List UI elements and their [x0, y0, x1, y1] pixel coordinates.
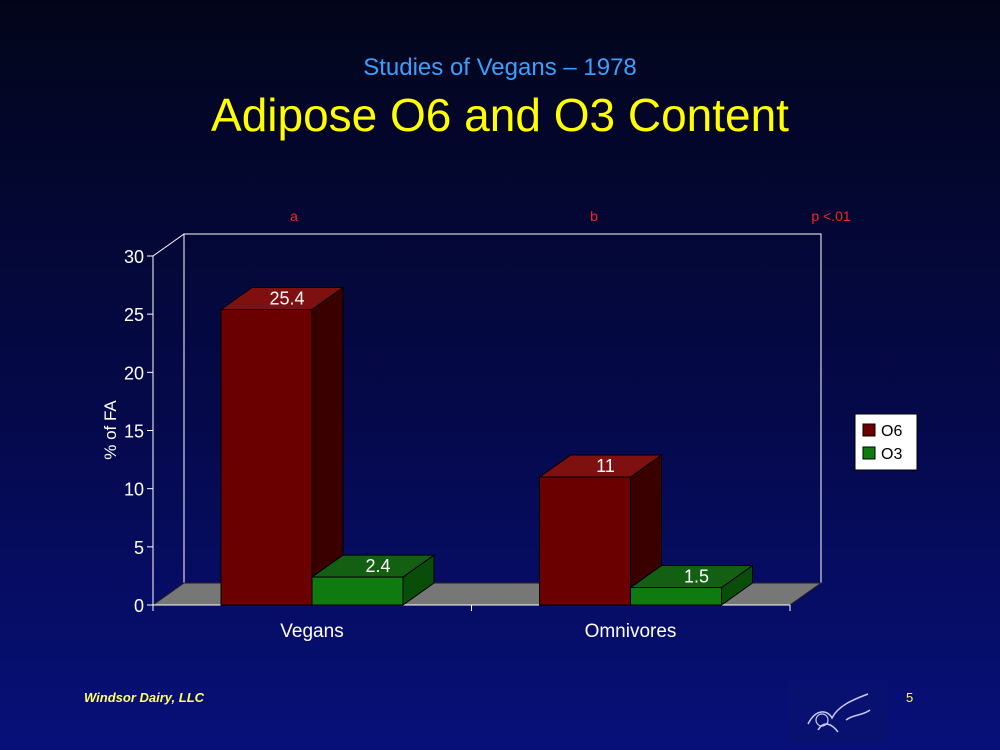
- bar-group: [219, 286, 755, 606]
- legend-label: O3: [881, 446, 902, 463]
- bar-chart: 0 5 10 15 20 25 30 25.4 2.4 11 1.5 Vegans Omnivore…: [101, 208, 918, 642]
- y-tick-label: 0: [134, 596, 144, 616]
- bar-o6-omnivores: [539, 476, 631, 606]
- legend-box: [854, 413, 918, 471]
- data-labels: 25.4 2.4 11 1.5: [269, 289, 709, 587]
- y-axis-label: % of FA: [101, 400, 120, 460]
- slide-title: Adipose O6 and O3 Content: [211, 89, 789, 141]
- page-number: 5: [906, 690, 914, 705]
- y-tick-label: 25: [124, 305, 144, 325]
- data-label: 1.5: [684, 567, 709, 587]
- y-tick-label: 30: [124, 247, 144, 267]
- annotation-label: b: [590, 208, 598, 224]
- y-axis-ticks: 0 5 10 15 20 25 30: [124, 247, 791, 616]
- annotation-label: a: [290, 208, 298, 224]
- data-label: 11: [596, 456, 615, 476]
- category-label: Omnivores: [585, 621, 677, 642]
- y-tick-label: 5: [134, 538, 144, 558]
- annotations: a b p <.01: [290, 208, 851, 224]
- data-label: 25.4: [269, 289, 304, 309]
- y-tick-label: 10: [124, 480, 144, 500]
- legend-swatch: [862, 423, 876, 437]
- legend-label: O6: [881, 423, 902, 440]
- logo-icon: [788, 680, 888, 744]
- y-tick-label: 15: [124, 422, 144, 442]
- bar-side: [311, 286, 344, 606]
- bar-o6-vegans: [220, 309, 313, 606]
- slide-subtitle: Studies of Vegans – 1978: [363, 54, 637, 81]
- data-label: 2.4: [365, 556, 390, 576]
- footer-company: Windsor Dairy, LLC: [84, 690, 205, 705]
- annotation-label: p <.01: [811, 208, 851, 224]
- category-label: Vegans: [280, 621, 343, 642]
- bar-o3-vegans: [311, 576, 404, 606]
- bar-o3-omnivores: [630, 587, 722, 606]
- legend-swatch: [862, 446, 876, 460]
- category-labels: Vegans Omnivores: [280, 621, 676, 642]
- wall-edge: [152, 233, 185, 257]
- y-tick-label: 20: [124, 363, 144, 383]
